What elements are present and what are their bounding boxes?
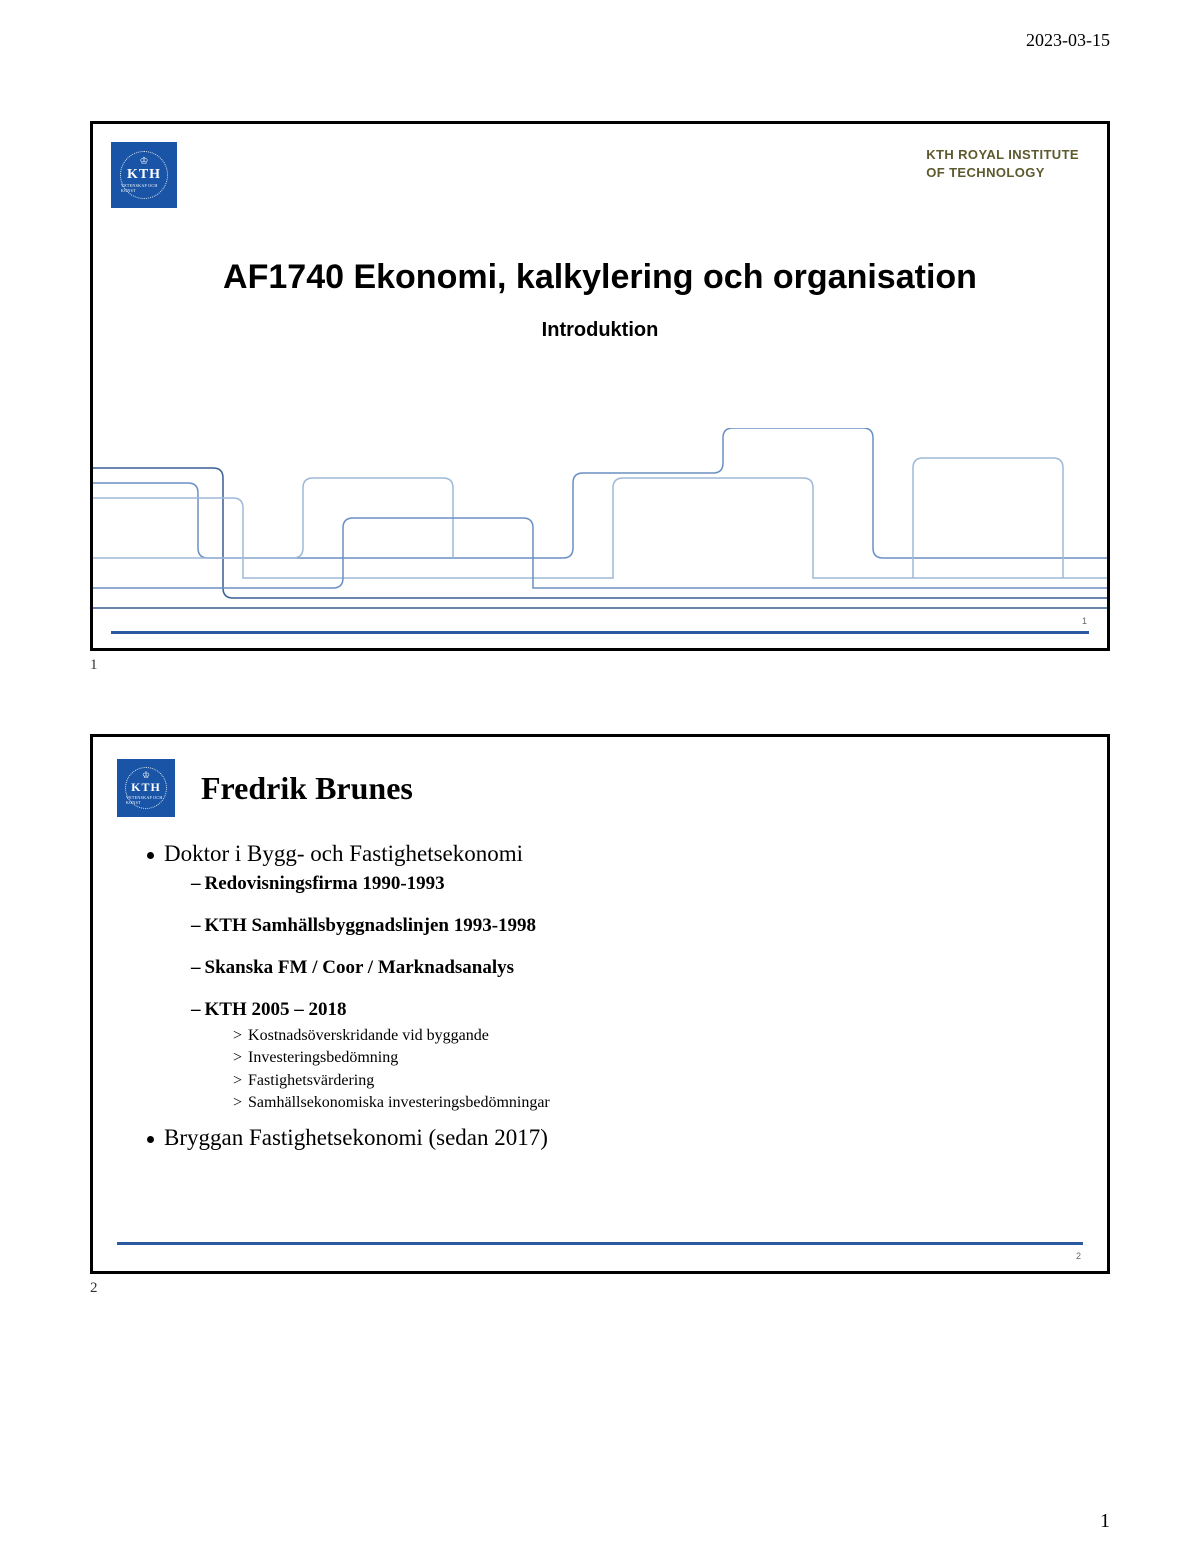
kth-logo-icon: ♔ KTH VETENSKAP OCH KONST — [117, 759, 175, 817]
logo-text: KTH — [127, 167, 161, 183]
bullet-lvl3: >Kostnadsöverskridande vid byggande — [233, 1025, 1067, 1047]
logo-subtext: VETENSKAP OCH KONST — [121, 183, 167, 193]
slide2-title: Fredrik Brunes — [201, 770, 413, 807]
bullet-text: Kostnadsöverskridande vid byggande — [248, 1027, 489, 1044]
slide-1: ♔ KTH VETENSKAP OCH KONST KTH ROYAL INST… — [90, 121, 1110, 651]
slide-2: ♔ KTH VETENSKAP OCH KONST Fredrik Brunes… — [90, 734, 1110, 1274]
bullet-text: Redovisningsfirma 1990-1993 — [205, 873, 445, 894]
bullet-text: Samhällsekonomiska investeringsbedömning… — [248, 1094, 550, 1111]
bullet-lvl2: –KTH 2005 – 2018 — [191, 999, 1067, 1021]
slide2-baseline — [117, 1242, 1083, 1245]
slide1-title: AF1740 Ekonomi, kalkylering och organisa… — [93, 258, 1107, 297]
slide-2-wrap: ♔ KTH VETENSKAP OCH KONST Fredrik Brunes… — [90, 734, 1110, 1297]
slide1-inner-number: 1 — [1082, 616, 1087, 626]
header-date: 2023-03-15 — [90, 30, 1110, 51]
slide1-subtitle: Introduktion — [93, 319, 1107, 342]
bullet-text: KTH 2005 – 2018 — [205, 999, 347, 1020]
bullet-lvl1: Doktor i Bygg- och Fastighetsekonomi — [147, 841, 1067, 867]
bullet-text: Investeringsbedömning — [248, 1049, 398, 1066]
bullet-text: Skanska FM / Coor / Marknadsanalys — [205, 957, 515, 978]
bullet-lvl3: >Investeringsbedömning — [233, 1047, 1067, 1069]
bullet-lvl3: >Fastighetsvärdering — [233, 1070, 1067, 1092]
institute-label: KTH ROYAL INSTITUTE OF TECHNOLOGY — [926, 142, 1079, 208]
slide2-outer-number: 2 — [90, 1280, 1110, 1297]
bullet-lvl3: >Samhällsekonomiska investeringsbedömnin… — [233, 1092, 1067, 1114]
slide2-body: Doktor i Bygg- och Fastighetsekonomi –Re… — [93, 817, 1107, 1151]
bullet-text: Fastighetsvärdering — [248, 1072, 374, 1089]
bullet-lvl2: –Skanska FM / Coor / Marknadsanalys — [191, 957, 1067, 979]
bullet-text: Bryggan Fastighetsekonomi (sedan 2017) — [164, 1125, 548, 1151]
slide1-outer-number: 1 — [90, 657, 1110, 674]
bullet-lvl1: Bryggan Fastighetsekonomi (sedan 2017) — [147, 1125, 1067, 1151]
logo-text: KTH — [131, 780, 161, 795]
decorative-lines-icon — [93, 428, 1110, 648]
bullet-text: KTH Samhällsbyggnadslinjen 1993-1998 — [205, 915, 537, 936]
bullet-text: Doktor i Bygg- och Fastighetsekonomi — [164, 841, 523, 867]
institute-line1: KTH ROYAL INSTITUTE — [926, 146, 1079, 164]
logo-subtext: VETENSKAP OCH KONST — [126, 795, 166, 805]
slide2-inner-number: 2 — [1076, 1251, 1081, 1261]
slide1-baseline — [111, 631, 1089, 634]
institute-line2: OF TECHNOLOGY — [926, 164, 1079, 182]
bullet-lvl2: –Redovisningsfirma 1990-1993 — [191, 873, 1067, 895]
bullet-lvl2: –KTH Samhällsbyggnadslinjen 1993-1998 — [191, 915, 1067, 937]
slide-1-wrap: ♔ KTH VETENSKAP OCH KONST KTH ROYAL INST… — [90, 121, 1110, 674]
page-number: 1 — [1100, 1510, 1110, 1533]
kth-logo-icon: ♔ KTH VETENSKAP OCH KONST — [111, 142, 177, 208]
